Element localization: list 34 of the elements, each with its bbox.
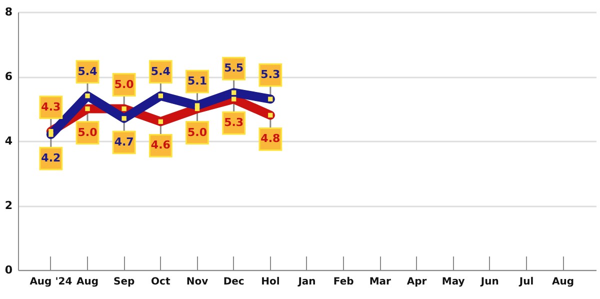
x-tick-label: Sep [114,276,135,288]
data-label: 4.3 [41,100,61,114]
x-tick-label: Jul [518,276,534,288]
data-label: 5.3 [224,116,244,130]
data-label: 5.0 [188,126,208,139]
x-tick-label: Jun [480,276,499,288]
x-tick-label: Mar [369,276,392,288]
x-tick-label: Nov [186,276,209,288]
y-tick-label: 6 [4,70,13,83]
x-tick-label: Apr [406,276,427,288]
data-label: 5.4 [78,64,98,78]
data-label: 4.7 [114,135,134,148]
x-tick-label: Dec [223,276,244,288]
x-tick-label: Oct [151,276,170,288]
x-tick-label: May [442,276,466,288]
x-tick-label: Jan [297,276,316,288]
x-tick-label: Feb [333,276,354,288]
data-label: 5.0 [114,78,134,91]
data-label: 4.8 [260,132,280,146]
data-label: 4.2 [41,152,61,165]
y-tick-label: 2 [4,199,12,212]
x-tick-label: Aug [552,276,574,288]
y-tick-label: 8 [4,6,12,18]
data-label: 5.0 [78,126,98,139]
data-label: 4.6 [150,138,171,152]
data-label: 5.1 [188,74,208,88]
x-tick-label: Hol [261,276,280,288]
x-tick-label: Aug [76,276,99,288]
x-tick-label: Aug '24 [30,276,72,288]
data-label: 5.4 [150,64,171,78]
y-tick-label: 4 [4,134,13,148]
data-label: 5.5 [224,62,244,75]
data-label: 5.3 [260,68,280,82]
y-tick-label: 0 [4,264,13,276]
